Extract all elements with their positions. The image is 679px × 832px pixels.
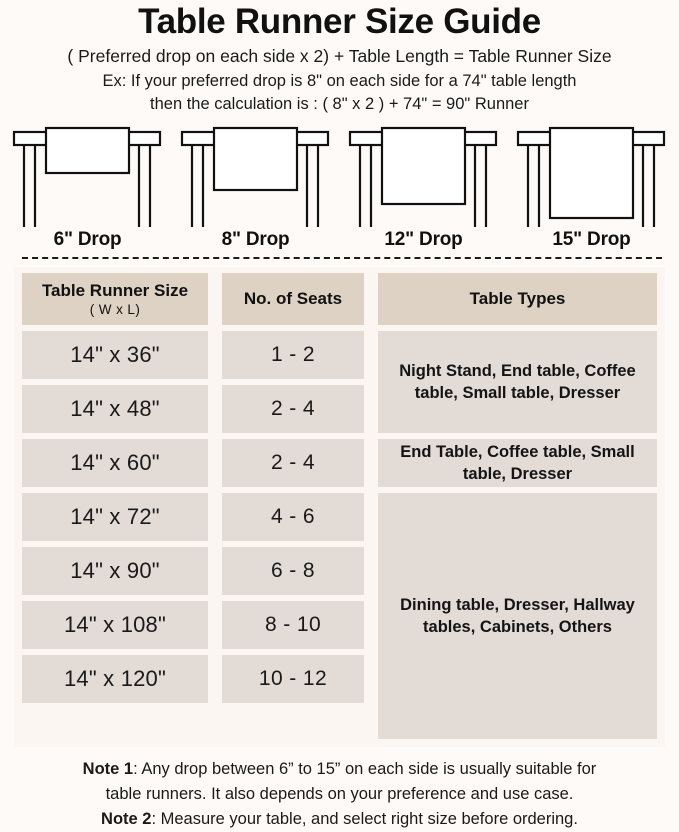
- table-with-runner-icon: [12, 126, 162, 227]
- table-row: 2 - 4: [222, 385, 364, 433]
- example-line-1: Ex: If your preferred drop is 8" on each…: [102, 72, 577, 90]
- size-table-panel: Table Runner Size ( W x L) 14" x 36" 14"…: [14, 267, 665, 747]
- column-no-of-seats: No. of Seats 1 - 2 2 - 4 2 - 4 4 - 6 6 -…: [222, 273, 364, 739]
- header: Table Runner Size Guide ( Preferred drop…: [0, 0, 679, 116]
- table-row: 6 - 8: [222, 547, 364, 595]
- note-1-line-2: table runners. It also depends on your p…: [8, 782, 671, 807]
- note-1-label: Note 1: [82, 760, 134, 778]
- diagram-6-drop: 6" Drop: [6, 124, 169, 251]
- drop-label: 6" Drop: [53, 229, 122, 250]
- formula-text: ( Preferred drop on each side x 2) + Tab…: [67, 46, 612, 66]
- size-table: Table Runner Size ( W x L) 14" x 36" 14"…: [22, 273, 657, 739]
- table-row: Dining table, Dresser, Hallway tables, C…: [378, 493, 657, 739]
- table-row: 2 - 4: [222, 439, 364, 487]
- note-1-line-1: Note 1: Any drop between 6” to 15” on ea…: [8, 757, 671, 782]
- note-2-text: : Measure your table, and select right s…: [151, 810, 578, 828]
- example-line-2: then the calculation is : ( 8" x 2 ) + 7…: [150, 95, 529, 113]
- table-row: 4 - 6: [222, 493, 364, 541]
- drop-label: 12" Drop: [384, 229, 463, 250]
- header-no-of-seats-label: No. of Seats: [243, 289, 343, 308]
- drop-label: 15" Drop: [552, 229, 631, 250]
- table-row: Night Stand, End table, Coffee table, Sm…: [378, 331, 657, 433]
- table-row: 14" x 72": [22, 493, 208, 541]
- table-row: 14" x 120": [22, 655, 208, 703]
- table-with-runner-icon: [516, 126, 666, 227]
- diagram-15-drop: 15" Drop: [510, 124, 673, 251]
- table-row: 1 - 2: [222, 331, 364, 379]
- table-row: 14" x 108": [22, 601, 208, 649]
- note-1-text-b: table runners. It also depends on your p…: [105, 785, 574, 803]
- table-row: End Table, Coffee table, Small table, Dr…: [378, 439, 657, 487]
- table-row: 14" x 90": [22, 547, 208, 595]
- diagram-12-drop: 12" Drop: [342, 124, 505, 251]
- diagram-8-drop: 8" Drop: [174, 124, 337, 251]
- column-runner-size: Table Runner Size ( W x L) 14" x 36" 14"…: [22, 273, 208, 739]
- page-title: Table Runner Size Guide: [138, 2, 541, 41]
- note-2-line: Note 2: Measure your table, and select r…: [8, 807, 671, 832]
- header-table-types-label: Table Types: [469, 289, 566, 308]
- table-row: 8 - 10: [222, 601, 364, 649]
- table-row: 14" x 60": [22, 439, 208, 487]
- note-2-label: Note 2: [101, 810, 152, 828]
- note-1-text-a: : Any drop between 6” to 15” on each sid…: [133, 760, 597, 778]
- drop-label: 8" Drop: [221, 229, 290, 250]
- header-runner-size: Table Runner Size ( W x L): [22, 273, 208, 325]
- header-runner-size-sublabel: ( W x L): [89, 301, 141, 317]
- header-runner-size-label: Table Runner Size: [41, 280, 189, 300]
- header-table-types: Table Types: [378, 273, 657, 325]
- notes-section: Note 1: Any drop between 6” to 15” on ea…: [0, 757, 679, 832]
- drop-diagrams: 6" Drop 8" Drop: [0, 124, 679, 251]
- header-no-of-seats: No. of Seats: [222, 273, 364, 325]
- table-row: 10 - 12: [222, 655, 364, 703]
- table-with-runner-icon: [348, 126, 498, 227]
- table-with-runner-icon: [180, 126, 330, 227]
- table-row: 14" x 36": [22, 331, 208, 379]
- dashed-divider: [22, 257, 662, 259]
- column-table-types: Table Types Night Stand, End table, Coff…: [378, 273, 657, 739]
- table-row: 14" x 48": [22, 385, 208, 433]
